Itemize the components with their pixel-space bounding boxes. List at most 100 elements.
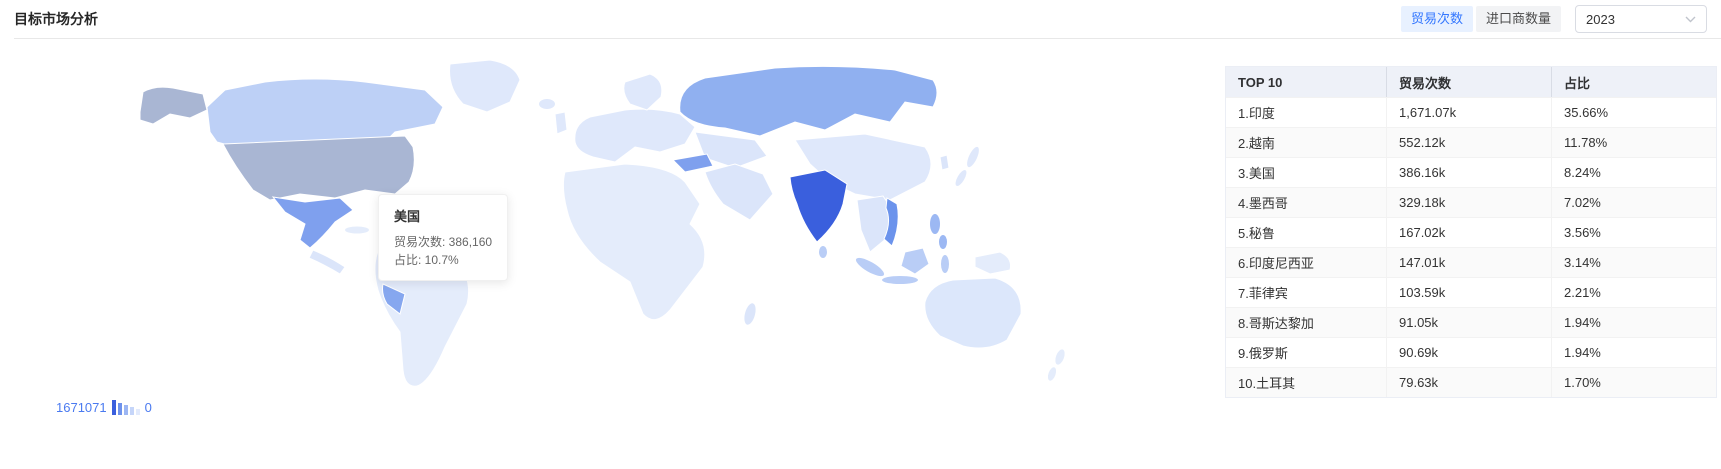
cell-share: 8.24% bbox=[1551, 158, 1716, 187]
cell-country: 3.美国 bbox=[1238, 166, 1275, 181]
column-header-top10: TOP 10 bbox=[1238, 74, 1283, 90]
country-europe[interactable] bbox=[574, 108, 696, 163]
table-row: 5.秘鲁 167.02k 3.56% bbox=[1226, 217, 1716, 247]
table-row: 2.越南 552.12k 11.78% bbox=[1226, 127, 1716, 157]
header-controls: 贸易次数 进口商数量 2023 bbox=[1400, 5, 1707, 33]
country-central-america[interactable] bbox=[308, 249, 346, 275]
tooltip-trade-count: 贸易次数: 386,160 bbox=[394, 235, 493, 249]
table-row: 4.墨西哥 329.18k 7.02% bbox=[1226, 187, 1716, 217]
cell-share: 1.94% bbox=[1551, 338, 1716, 367]
tooltip-share: 占比: 10.7% bbox=[394, 253, 459, 267]
country-japan-kyushu[interactable] bbox=[953, 168, 968, 187]
country-peru[interactable] bbox=[382, 283, 406, 315]
table-row: 1.印度 1,671.07k 35.66% bbox=[1226, 97, 1716, 127]
cell-country: 6.印度尼西亚 bbox=[1238, 256, 1314, 271]
map-tooltip: 美国 贸易次数: 386,160 占比: 10.7% bbox=[378, 194, 509, 281]
country-india[interactable] bbox=[789, 169, 848, 243]
world-map bbox=[95, 52, 1105, 402]
world-map-svg bbox=[139, 59, 1067, 387]
table-row: 10.土耳其 79.63k 1.70% bbox=[1226, 367, 1716, 397]
country-australia[interactable] bbox=[924, 277, 1022, 349]
country-usa[interactable] bbox=[222, 135, 415, 201]
cell-trades: 1,671.07k bbox=[1386, 98, 1551, 127]
country-new-zealand-north[interactable] bbox=[1054, 348, 1067, 366]
cell-trades: 91.05k bbox=[1386, 308, 1551, 337]
cell-country: 9.俄罗斯 bbox=[1238, 346, 1288, 361]
cell-share: 2.21% bbox=[1551, 278, 1716, 307]
table-row: 7.菲律宾 103.59k 2.21% bbox=[1226, 277, 1716, 307]
cell-country: 7.菲律宾 bbox=[1238, 286, 1288, 301]
table-header-row: TOP 10 贸易次数 占比 bbox=[1226, 67, 1716, 97]
cell-country: 2.越南 bbox=[1238, 136, 1275, 151]
cell-trades: 90.69k bbox=[1386, 338, 1551, 367]
country-africa[interactable] bbox=[562, 163, 706, 321]
cell-trades: 329.18k bbox=[1386, 188, 1551, 217]
table-row: 6.印度尼西亚 147.01k 3.14% bbox=[1226, 247, 1716, 277]
country-china[interactable] bbox=[794, 133, 932, 201]
page-title: 目标市场分析 bbox=[14, 11, 98, 27]
legend-bar-2 bbox=[117, 403, 122, 415]
legend-bar-3 bbox=[123, 405, 128, 415]
cell-country: 1.印度 bbox=[1238, 106, 1275, 121]
cell-share: 7.02% bbox=[1551, 188, 1716, 217]
cell-country: 10.土耳其 bbox=[1238, 376, 1296, 391]
cell-trades: 79.63k bbox=[1386, 368, 1551, 397]
country-new-zealand-south[interactable] bbox=[1046, 366, 1057, 382]
country-sri-lanka[interactable] bbox=[819, 246, 827, 258]
tab-trade-count[interactable]: 贸易次数 bbox=[1400, 6, 1473, 32]
country-kazakhstan[interactable] bbox=[694, 131, 768, 169]
country-new-guinea[interactable] bbox=[974, 251, 1011, 275]
country-sumatra[interactable] bbox=[854, 255, 887, 280]
country-alaska[interactable] bbox=[139, 86, 208, 125]
cell-share: 3.56% bbox=[1551, 218, 1716, 247]
visual-map-legend: 1671071 0 bbox=[56, 400, 152, 415]
cell-trades: 103.59k bbox=[1386, 278, 1551, 307]
top10-table: TOP 10 贸易次数 占比 1.印度 1,671.07k 35.66% 2.越… bbox=[1225, 66, 1717, 398]
country-madagascar[interactable] bbox=[742, 302, 757, 326]
country-japan-honshu[interactable] bbox=[965, 145, 982, 168]
legend-bar-1 bbox=[111, 400, 116, 415]
cell-share: 35.66% bbox=[1551, 98, 1716, 127]
legend-max-value: 1671071 bbox=[56, 400, 107, 415]
country-greenland[interactable] bbox=[449, 59, 521, 113]
country-mexico[interactable] bbox=[271, 196, 354, 249]
cell-share: 1.94% bbox=[1551, 308, 1716, 337]
chevron-down-icon bbox=[1685, 16, 1696, 22]
country-middle-east[interactable] bbox=[704, 163, 774, 221]
legend-bars bbox=[111, 400, 140, 415]
column-header-share: 占比 bbox=[1551, 67, 1716, 97]
tab-importer-count[interactable]: 进口商数量 bbox=[1475, 6, 1561, 32]
year-select[interactable]: 2023 bbox=[1575, 5, 1707, 33]
country-borneo[interactable] bbox=[900, 247, 930, 275]
country-korea[interactable] bbox=[939, 154, 950, 171]
cell-trades: 167.02k bbox=[1386, 218, 1551, 247]
legend-min-value: 0 bbox=[144, 400, 152, 415]
tooltip-country-name: 美国 bbox=[394, 209, 421, 224]
country-vietnam[interactable] bbox=[883, 197, 899, 247]
country-java[interactable] bbox=[882, 276, 918, 284]
cell-trades: 552.12k bbox=[1386, 128, 1551, 157]
year-select-value: 2023 bbox=[1586, 11, 1615, 27]
table-row: 9.俄罗斯 90.69k 1.94% bbox=[1226, 337, 1716, 367]
panel-header: 目标市场分析 贸易次数 进口商数量 2023 bbox=[0, 0, 1721, 38]
country-sulawesi[interactable] bbox=[941, 255, 949, 273]
legend-bar-4 bbox=[129, 407, 134, 415]
country-scandinavia[interactable] bbox=[623, 73, 663, 111]
cell-share: 3.14% bbox=[1551, 248, 1716, 277]
country-uk[interactable] bbox=[554, 111, 568, 135]
table-row: 3.美国 386.16k 8.24% bbox=[1226, 157, 1716, 187]
legend-bar-5 bbox=[135, 409, 140, 415]
country-russia[interactable] bbox=[679, 65, 938, 137]
country-turkey[interactable] bbox=[671, 153, 714, 173]
cell-trades: 147.01k bbox=[1386, 248, 1551, 277]
country-philippines-mindanao[interactable] bbox=[939, 235, 947, 249]
column-header-trades: 贸易次数 bbox=[1386, 67, 1551, 97]
cell-country: 4.墨西哥 bbox=[1238, 196, 1288, 211]
header-divider bbox=[14, 38, 1721, 39]
country-cuba[interactable] bbox=[345, 226, 369, 234]
table-body: 1.印度 1,671.07k 35.66% 2.越南 552.12k 11.78… bbox=[1226, 97, 1716, 397]
country-philippines-luzon[interactable] bbox=[930, 214, 940, 234]
cell-share: 11.78% bbox=[1551, 128, 1716, 157]
table-row: 8.哥斯达黎加 91.05k 1.94% bbox=[1226, 307, 1716, 337]
country-iceland[interactable] bbox=[539, 99, 555, 109]
